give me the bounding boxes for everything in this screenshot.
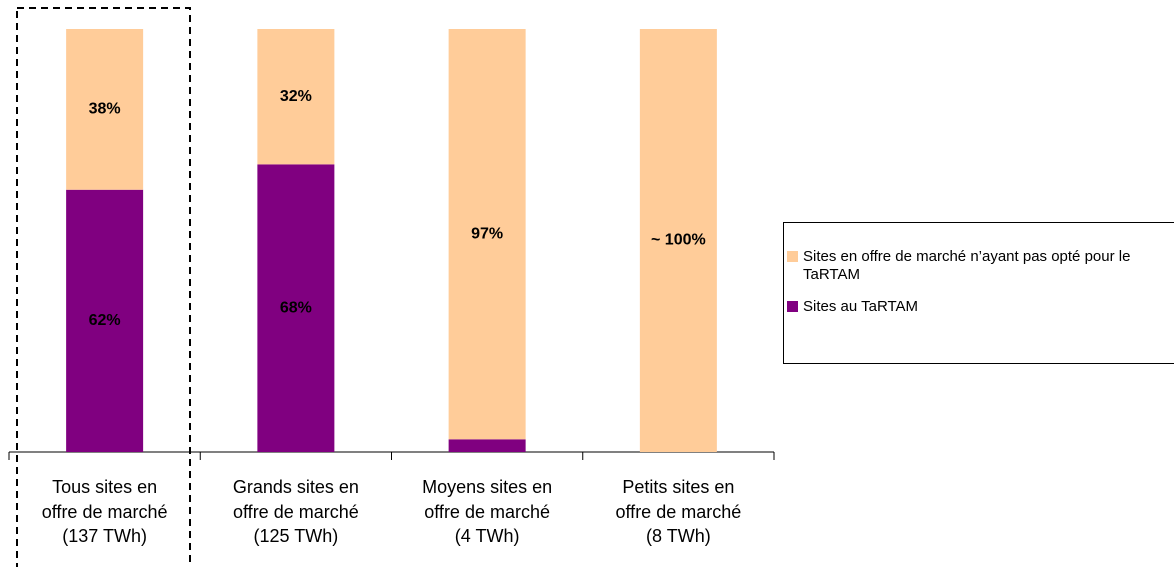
value-label: 32%	[280, 88, 312, 105]
legend-label: Sites au TaRTAM	[803, 298, 919, 315]
value-label: 68%	[280, 299, 312, 316]
bar-segment	[639, 29, 717, 452]
legend-swatch	[787, 301, 798, 312]
x-tick-label: Grands sites en offre de marché (125 TWh…	[232, 477, 359, 546]
legend: Sites en offre de marché n’ayant pas opt…	[783, 222, 1174, 364]
bar-segment	[257, 29, 335, 165]
value-label: ~ 100%	[651, 232, 706, 249]
value-label: 97%	[471, 225, 503, 242]
bar-segment	[448, 439, 526, 452]
legend-item: Sites au TaRTAM	[787, 298, 1163, 316]
bar-segment	[66, 189, 144, 453]
value-label: 62%	[89, 312, 121, 329]
bar-segment	[257, 164, 335, 453]
x-tick-label: Tous sites en offre de marché (137 TWh)	[41, 477, 168, 546]
legend-label: Sites en offre de marché n’ayant pas opt…	[803, 248, 1131, 283]
x-tick-label: Petits sites en offre de marché (8 TWh)	[615, 477, 742, 546]
highlight-box	[16, 7, 191, 567]
legend-item: Sites en offre de marché n’ayant pas opt…	[787, 248, 1163, 284]
legend-swatch	[787, 251, 798, 262]
bar-segment	[66, 29, 144, 190]
value-label: 38%	[89, 101, 121, 118]
x-tick-label: Moyens sites en offre de marché (4 TWh)	[422, 477, 553, 546]
bar-segment	[448, 29, 526, 440]
